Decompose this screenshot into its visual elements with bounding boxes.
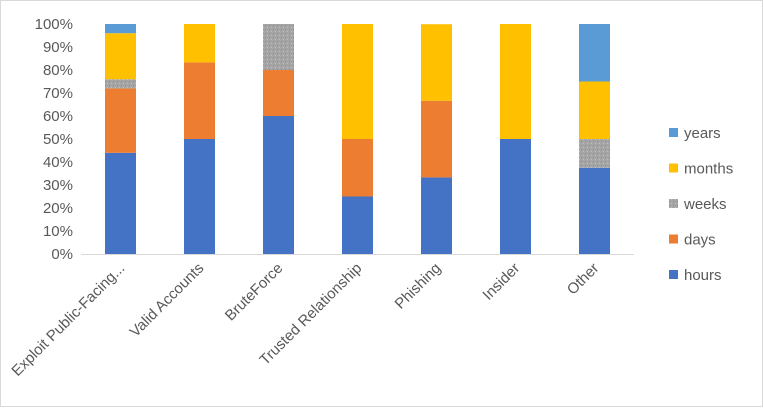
y-tick-label: 90% [43, 39, 73, 56]
bar-segment-months [421, 24, 452, 101]
bar-segment-days [184, 62, 215, 139]
bar-segment-days [105, 88, 136, 153]
bar-segment-months [184, 24, 215, 63]
x-tick-label: BruteForce [222, 260, 286, 324]
y-tick-label: 50% [43, 131, 73, 148]
bar-segment-months [342, 24, 373, 139]
legend-swatch-years [669, 128, 678, 137]
x-tick-label: Valid Accounts [127, 260, 208, 341]
bar-segment-weeks [105, 79, 136, 89]
legend-swatch-months [669, 163, 678, 173]
bar-segment-hours [500, 139, 531, 254]
legend-swatch-hours [669, 270, 678, 279]
x-tick-label: Exploit Public-Facing... [8, 260, 128, 380]
y-tick-label: 0% [51, 246, 73, 263]
legend-label-hours: hours [684, 267, 722, 284]
legend-label-years: years [684, 125, 721, 142]
legend-swatch-weeks [669, 199, 678, 208]
legend-label-days: days [684, 232, 716, 249]
y-axis: 0% 10% 20% 30% 40% 50% 60% 70% 80% 90% 100% [35, 16, 73, 263]
bar-segment-hours [342, 196, 373, 254]
bar-segment-hours [184, 139, 215, 254]
x-tick-label: Insider [479, 260, 523, 304]
legend: years months weeks days hours [669, 125, 733, 284]
y-tick-label: 40% [43, 154, 73, 171]
y-tick-label: 80% [43, 62, 73, 79]
bars [105, 24, 610, 254]
x-axis: Exploit Public-Facing...Valid Accounts Br… [8, 254, 634, 380]
bar-segment-months [105, 33, 136, 80]
bar-segment-hours [579, 167, 610, 254]
bar-segment-days [263, 70, 294, 116]
bar-segment-years [579, 24, 610, 82]
bar-segment-hours [105, 152, 136, 254]
legend-swatch-days [669, 234, 678, 244]
y-tick-label: 30% [43, 177, 73, 194]
bar-segment-months [579, 81, 610, 139]
bar-segment-months [500, 24, 531, 139]
legend-label-weeks: weeks [683, 196, 727, 213]
y-tick-label: 20% [43, 200, 73, 217]
bar-segment-hours [421, 177, 452, 254]
bar-segment-hours [263, 116, 294, 254]
bar-segment-years [105, 24, 136, 34]
y-tick-label: 100% [35, 16, 73, 33]
x-tick-label: Other [564, 260, 603, 299]
bar-segment-weeks [579, 139, 610, 168]
legend-label-months: months [684, 161, 733, 178]
bar-segment-days [421, 100, 452, 178]
y-tick-label: 70% [43, 85, 73, 102]
y-tick-label: 60% [43, 108, 73, 125]
bar-segment-days [342, 139, 373, 197]
bar-segment-weeks [263, 24, 294, 70]
y-tick-label: 10% [43, 223, 73, 240]
x-tick-label: Phishing [392, 260, 445, 313]
